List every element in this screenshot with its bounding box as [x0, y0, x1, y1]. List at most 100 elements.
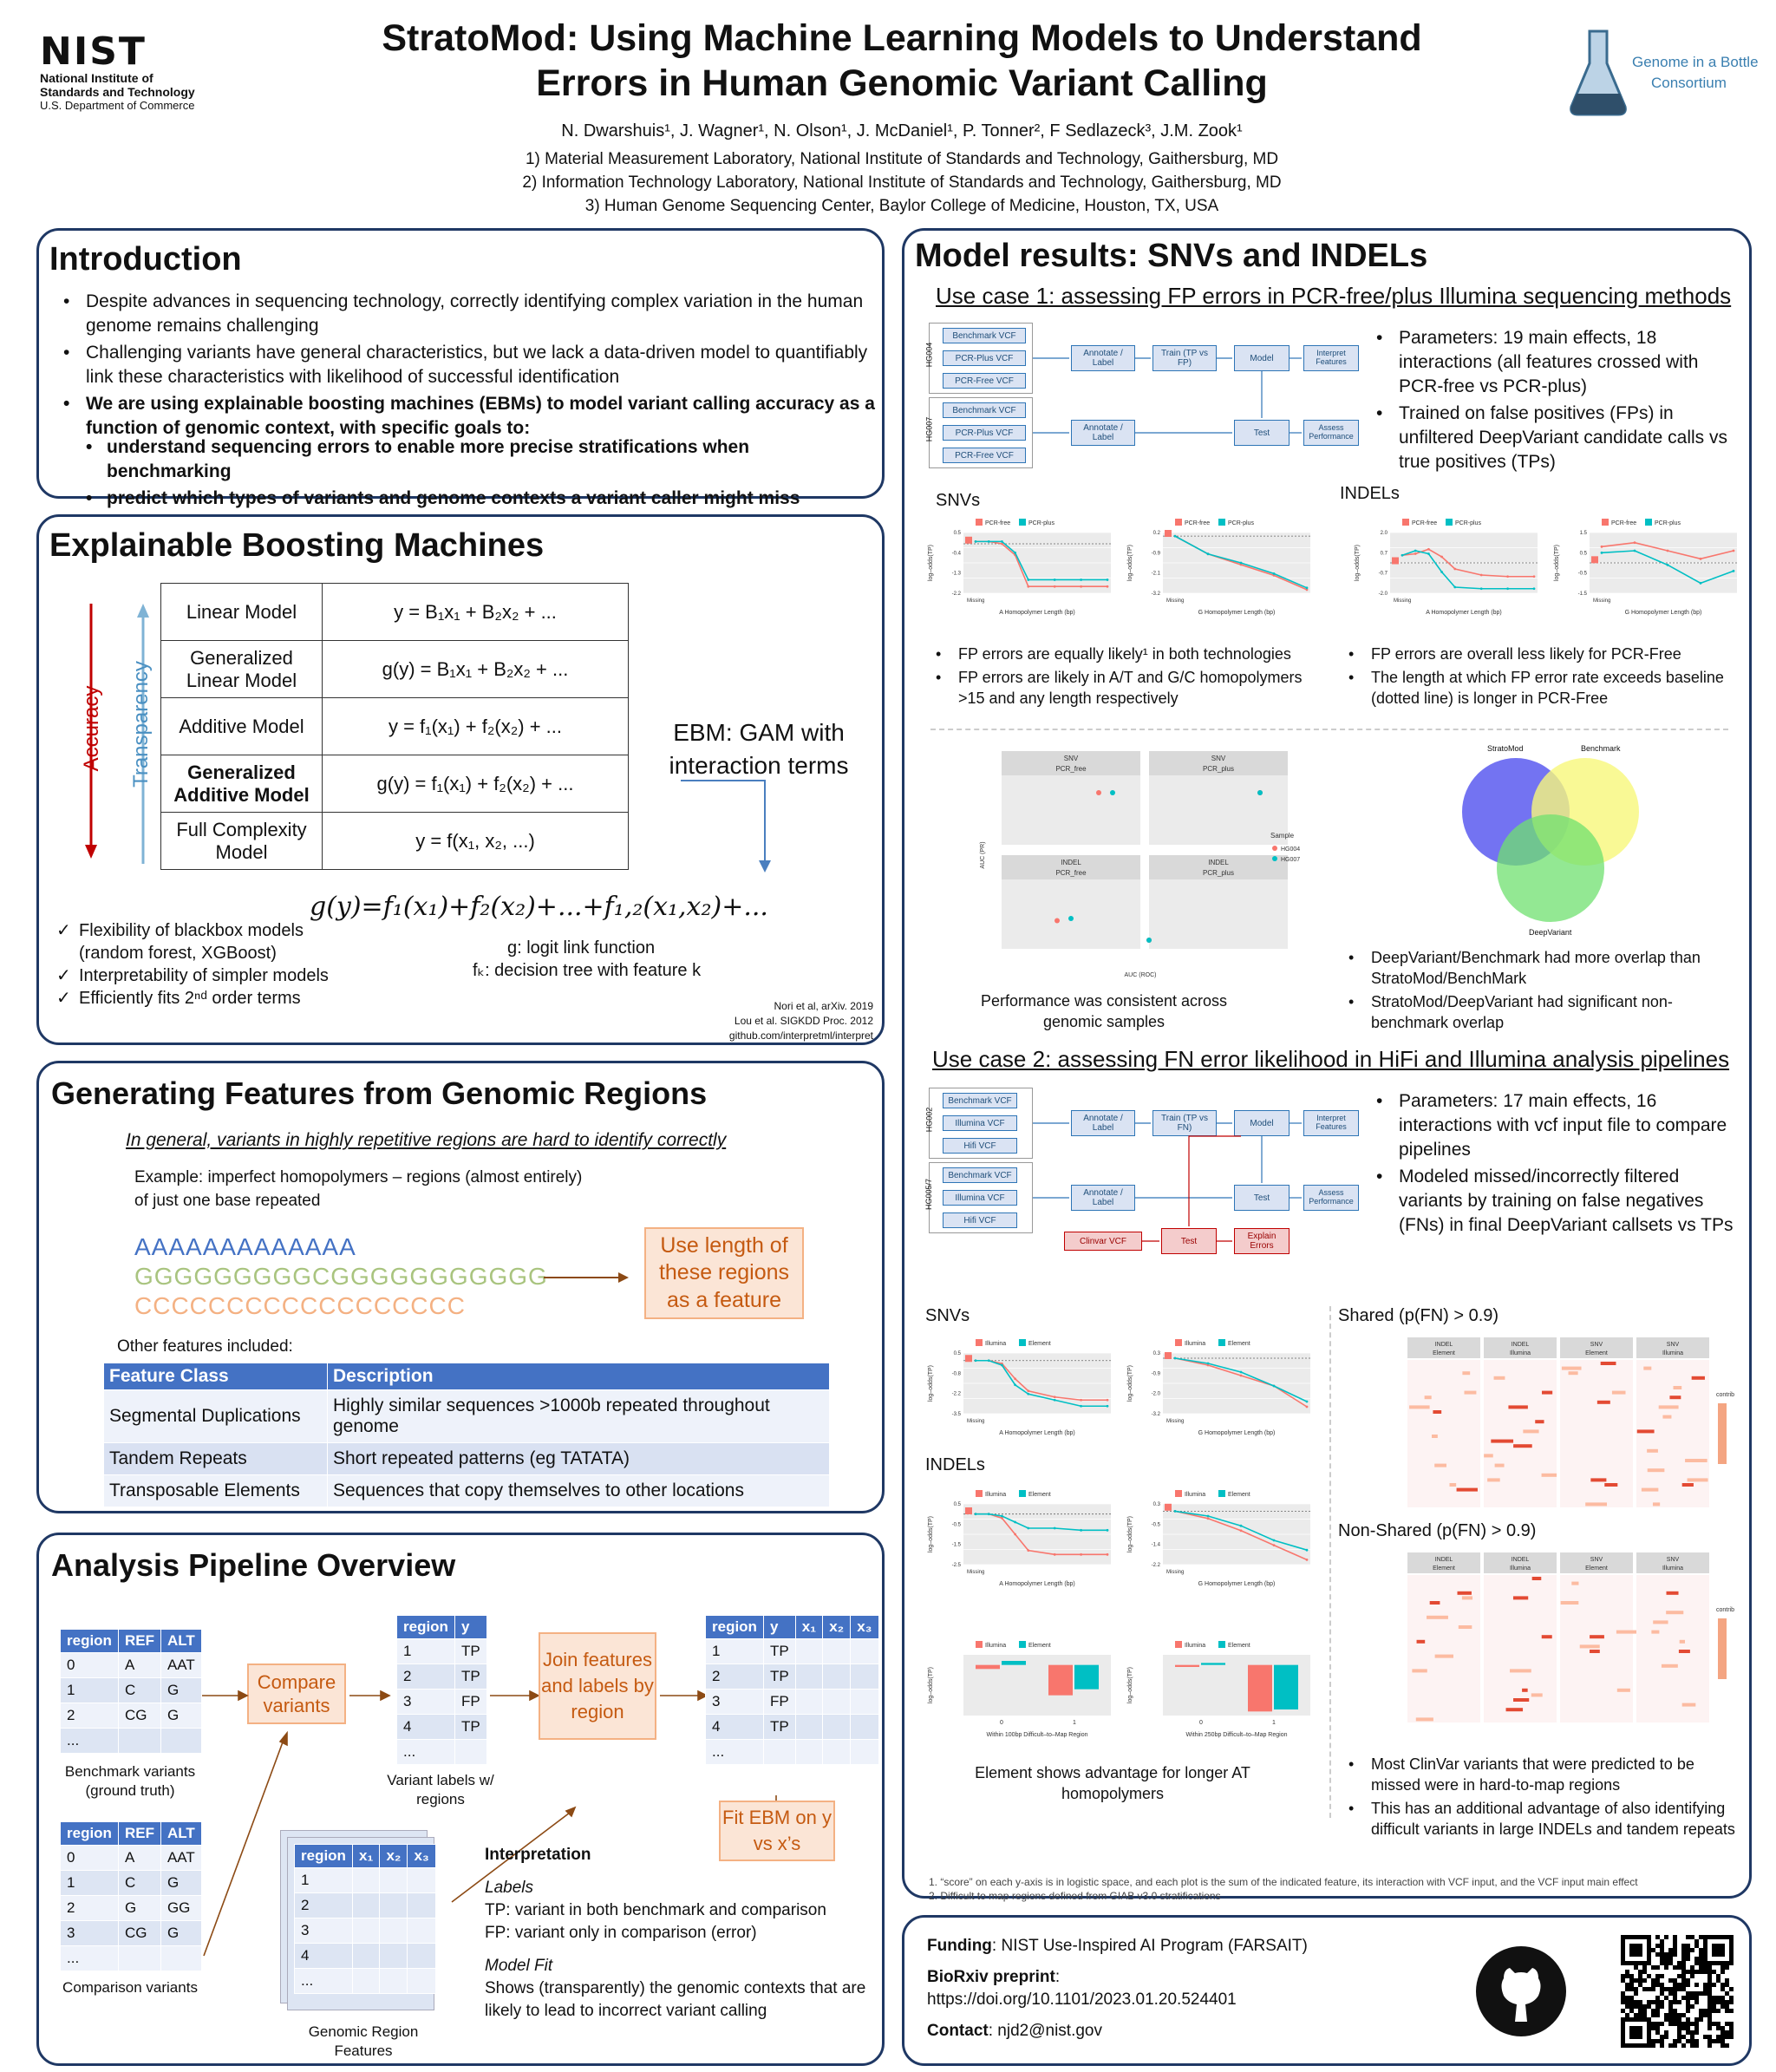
qr-module — [1668, 1991, 1673, 1996]
qr-module — [1686, 1983, 1690, 1987]
x-axis-label: Within 100bp Difficult–to–Map Region — [987, 1732, 1088, 1738]
cell: 3 — [60, 1920, 119, 1946]
seq-g1: GGGGGGGGGC — [134, 1263, 331, 1290]
cell — [850, 1689, 879, 1715]
intro-bullet-3: We are using explainable boosting machin… — [51, 392, 875, 441]
qr-module — [1707, 1991, 1712, 1996]
missing-tick: Missing — [1166, 1570, 1184, 1575]
legend-swatch-1 — [1175, 1490, 1182, 1497]
data-point — [1305, 1405, 1309, 1409]
facet-title: INDEL — [1061, 859, 1081, 866]
data-point — [1453, 585, 1457, 589]
data-point — [1257, 790, 1263, 795]
uc1-snv-g-plot: PCR-free PCR-plus G Homopolymer Length (bp… — [1123, 513, 1322, 626]
qr-module — [1660, 1952, 1664, 1957]
qr-module — [1673, 2043, 1677, 2048]
data-point — [1532, 575, 1536, 578]
nist-line2: Standards and Technology — [40, 85, 195, 99]
uc1-indel-g-svg: PCR-free PCR-plus G Homopolymer Length (bp… — [1554, 519, 1737, 616]
data-point — [1106, 1552, 1109, 1556]
y-axis-label: log–odds(TP) — [1355, 545, 1361, 581]
qr-module — [1694, 2022, 1699, 2026]
qr-module — [1621, 1991, 1625, 1996]
flow2-test: Test — [1234, 1185, 1290, 1211]
col-x3: x₃ — [407, 1844, 436, 1868]
bar-illumina-0 — [976, 1664, 1000, 1670]
interp-title: Interpretation — [485, 1846, 591, 1864]
qr-module — [1729, 1996, 1734, 2000]
qr-module — [1655, 2026, 1660, 2030]
auc-svg: SNV PCR_free SNV PCR_plus INDEL PCR_free INDEL… — [980, 751, 1300, 978]
facet-strip — [1484, 1552, 1557, 1573]
cell — [379, 1943, 408, 1969]
series-2-line — [976, 1359, 1107, 1408]
legend-swatch-1 — [1175, 1339, 1182, 1346]
qr-module — [1673, 1983, 1677, 1987]
heatmap-panel — [1636, 1575, 1709, 1722]
qr-module — [1703, 1970, 1707, 1974]
cell — [160, 1945, 202, 1971]
qr-module — [1716, 2026, 1720, 2030]
data-point — [1001, 539, 1003, 543]
affil-3: 3) Human Genome Sequencing Center, Baylo… — [584, 197, 1219, 215]
table-row: ... — [705, 1739, 879, 1765]
series-2-line — [976, 1513, 1107, 1532]
model-row: Full Complexity Model y = f(x₁, x₂, ...) — [160, 812, 629, 870]
qr-module — [1686, 2039, 1690, 2043]
heatmap-cell — [1494, 1463, 1505, 1467]
qr-module — [1655, 1952, 1660, 1957]
heatmap-cell — [1434, 1463, 1446, 1467]
flow2-test-red: Test — [1161, 1228, 1217, 1254]
data-point — [1239, 563, 1243, 566]
github-icon[interactable] — [1473, 1944, 1569, 2039]
missing-tick: Missing — [1166, 598, 1184, 604]
seq-g2: GGGGGGGGGGG — [330, 1263, 548, 1290]
data-point — [1206, 1362, 1210, 1365]
qr-module — [1694, 2017, 1699, 2022]
qr-module — [1690, 2039, 1694, 2043]
qr-module — [1707, 2009, 1712, 2013]
y-axis-label: log–odds(TP) — [928, 545, 934, 581]
data-point — [1001, 542, 1003, 546]
qr-code-icon[interactable] — [1621, 1935, 1734, 2048]
qr-module — [1690, 1948, 1694, 1952]
data-point — [1239, 1370, 1243, 1374]
y-tick: -2.0 — [1152, 1392, 1161, 1397]
qr-module — [1686, 2004, 1690, 2009]
qr-module — [1660, 2022, 1664, 2026]
data-point — [1305, 588, 1309, 592]
col-region: region — [396, 1615, 455, 1639]
qr-module — [1686, 1935, 1690, 1939]
qr-module — [1634, 2000, 1638, 2004]
flow-annotate: Annotate / Label — [1071, 345, 1135, 371]
facet-title: INDEL — [1435, 1342, 1453, 1348]
footnote-2: 2. Difficult to map regions defined from… — [929, 1890, 1221, 1902]
data-point — [987, 1359, 990, 1363]
heatmap-cell — [1641, 1487, 1659, 1492]
legend-swatch-2 — [1218, 519, 1225, 526]
transparency-arrow — [137, 604, 149, 864]
y-axis-label: log–odds(TP) — [1127, 545, 1133, 581]
col-alt: ALT — [160, 1821, 202, 1846]
y-tick: -0.8 — [952, 1371, 962, 1376]
heatmap-cell — [1600, 1362, 1616, 1365]
cell — [794, 1714, 824, 1740]
data-point — [1080, 578, 1082, 581]
qr-module — [1668, 2009, 1673, 2013]
data-point — [1027, 1389, 1030, 1393]
doi-link[interactable]: https://doi.org/10.1101/2023.01.20.52440… — [927, 1990, 1237, 2009]
heatmap-cell — [1681, 1483, 1694, 1487]
qr-module — [1638, 2009, 1642, 2013]
qr-module — [1638, 1978, 1642, 1983]
legend-label-1: PCR-free — [1412, 520, 1437, 526]
table-row: 2 TP — [396, 1663, 487, 1690]
fit-ebm-box: Fit EBM on y vs x’s — [719, 1801, 835, 1861]
facet-subtitle: Illumina — [1662, 1565, 1683, 1572]
cell: 1 — [705, 1638, 764, 1664]
feature-header-row: Feature Class Description — [103, 1363, 830, 1390]
heatmap-cell — [1505, 1708, 1524, 1712]
qr-module — [1707, 2004, 1712, 2009]
qr-module — [1664, 2013, 1668, 2017]
pipeline-panel: Analysis Pipeline Overview region REF ALT … — [36, 1533, 885, 2066]
